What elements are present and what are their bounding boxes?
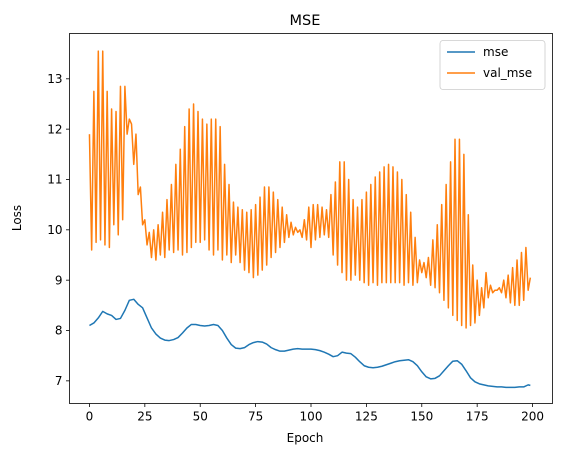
x-tick-label: 100 [300, 410, 323, 424]
x-axis-label: Epoch [287, 431, 324, 445]
x-tick-label: 125 [355, 410, 378, 424]
x-tick-label: 175 [466, 410, 489, 424]
x-tick-label: 25 [137, 410, 152, 424]
x-tick-label: 50 [193, 410, 208, 424]
x-tick-label: 200 [521, 410, 544, 424]
y-tick-label: 10 [47, 223, 62, 237]
x-tick-label: 0 [86, 410, 94, 424]
y-tick-label: 7 [55, 374, 63, 388]
y-axis: 7 8 9 10 11 12 13 [47, 72, 69, 388]
y-tick-label: 9 [55, 273, 63, 287]
y-tick-label: 12 [47, 122, 62, 136]
x-tick-label: 75 [248, 410, 263, 424]
legend-label-val-mse: val_mse [483, 66, 532, 80]
legend-label-mse: mse [483, 45, 508, 59]
x-axis: 0 25 50 75 100 125 150 175 200 [86, 404, 544, 424]
y-tick-label: 8 [55, 324, 63, 338]
chart-title: MSE [290, 13, 321, 29]
y-tick-label: 11 [47, 173, 62, 187]
y-axis-label: Loss [10, 205, 24, 231]
y-tick-label: 13 [47, 72, 62, 86]
legend: mse val_mse [440, 41, 545, 90]
x-tick-label: 150 [410, 410, 433, 424]
